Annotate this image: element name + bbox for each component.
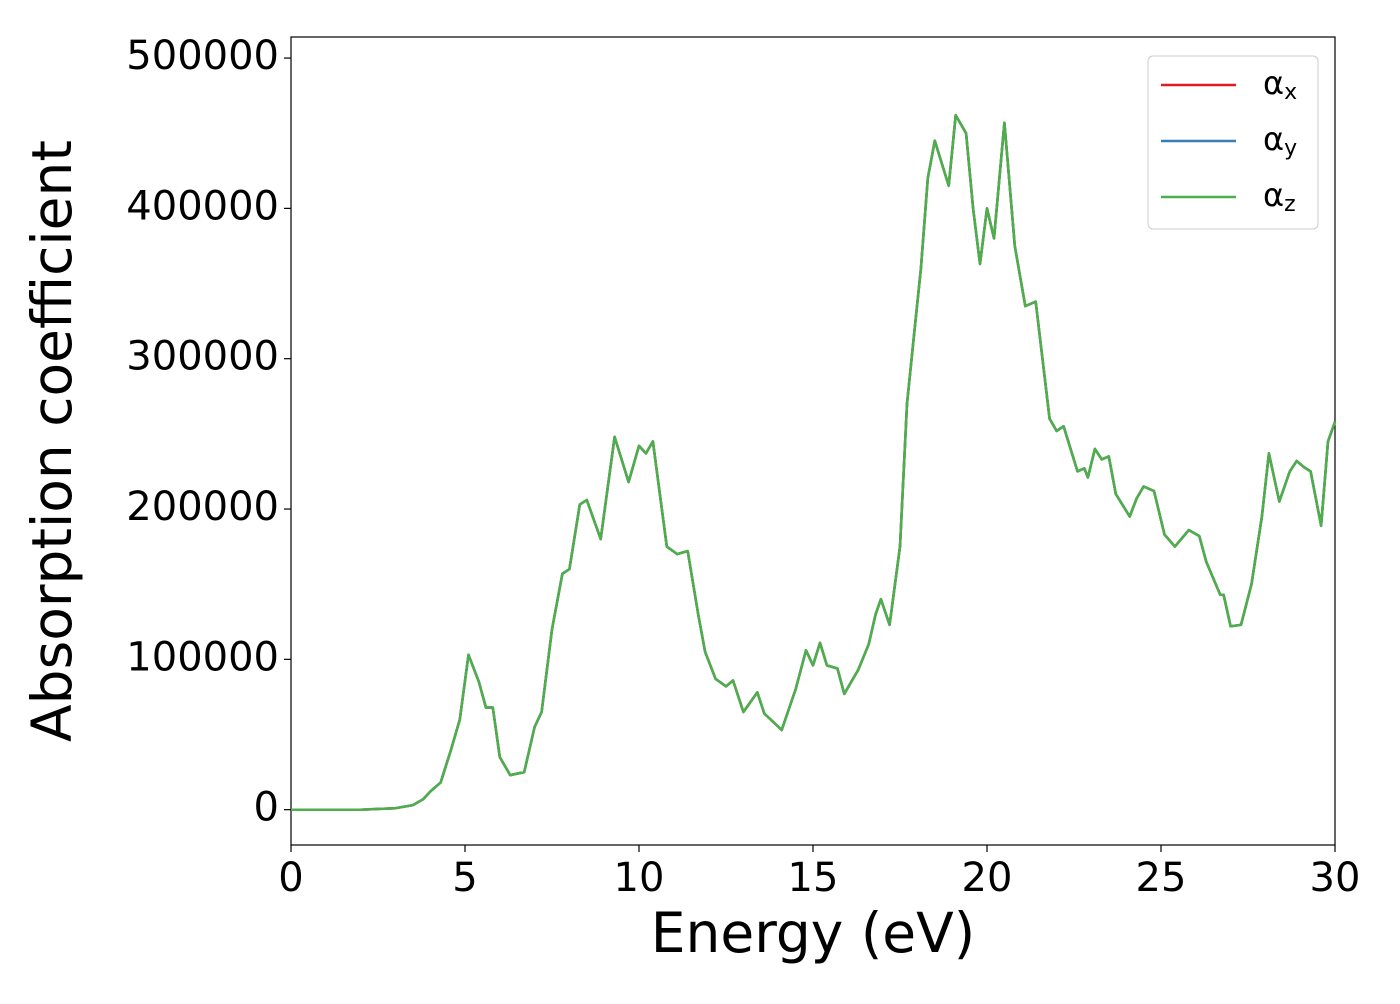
x-tick-label: 5 — [452, 855, 477, 901]
legend-box — [1147, 55, 1319, 230]
y-tick-label: 500000 — [126, 33, 279, 79]
legend-label: αy — [1263, 120, 1297, 161]
y-tick-label: 0 — [254, 785, 279, 831]
x-tick-label: 30 — [1310, 855, 1361, 901]
y-tick-label: 400000 — [126, 183, 279, 229]
y-axis-label: Absorption coefficient — [20, 140, 84, 742]
x-tick-label: 20 — [962, 855, 1013, 901]
y-tick-label: 100000 — [126, 634, 279, 680]
x-tick-label: 25 — [1136, 855, 1187, 901]
y-tick-label: 300000 — [126, 334, 279, 380]
legend-label: αx — [1263, 64, 1297, 105]
x-axis-label: Energy (eV) — [651, 901, 975, 965]
legend-label: αz — [1263, 176, 1296, 217]
data-line — [291, 113, 1337, 811]
x-tick-label: 0 — [278, 855, 303, 901]
x-tick-label: 10 — [614, 855, 665, 901]
x-tick-label: 15 — [788, 855, 839, 901]
y-tick-label: 200000 — [126, 484, 279, 530]
